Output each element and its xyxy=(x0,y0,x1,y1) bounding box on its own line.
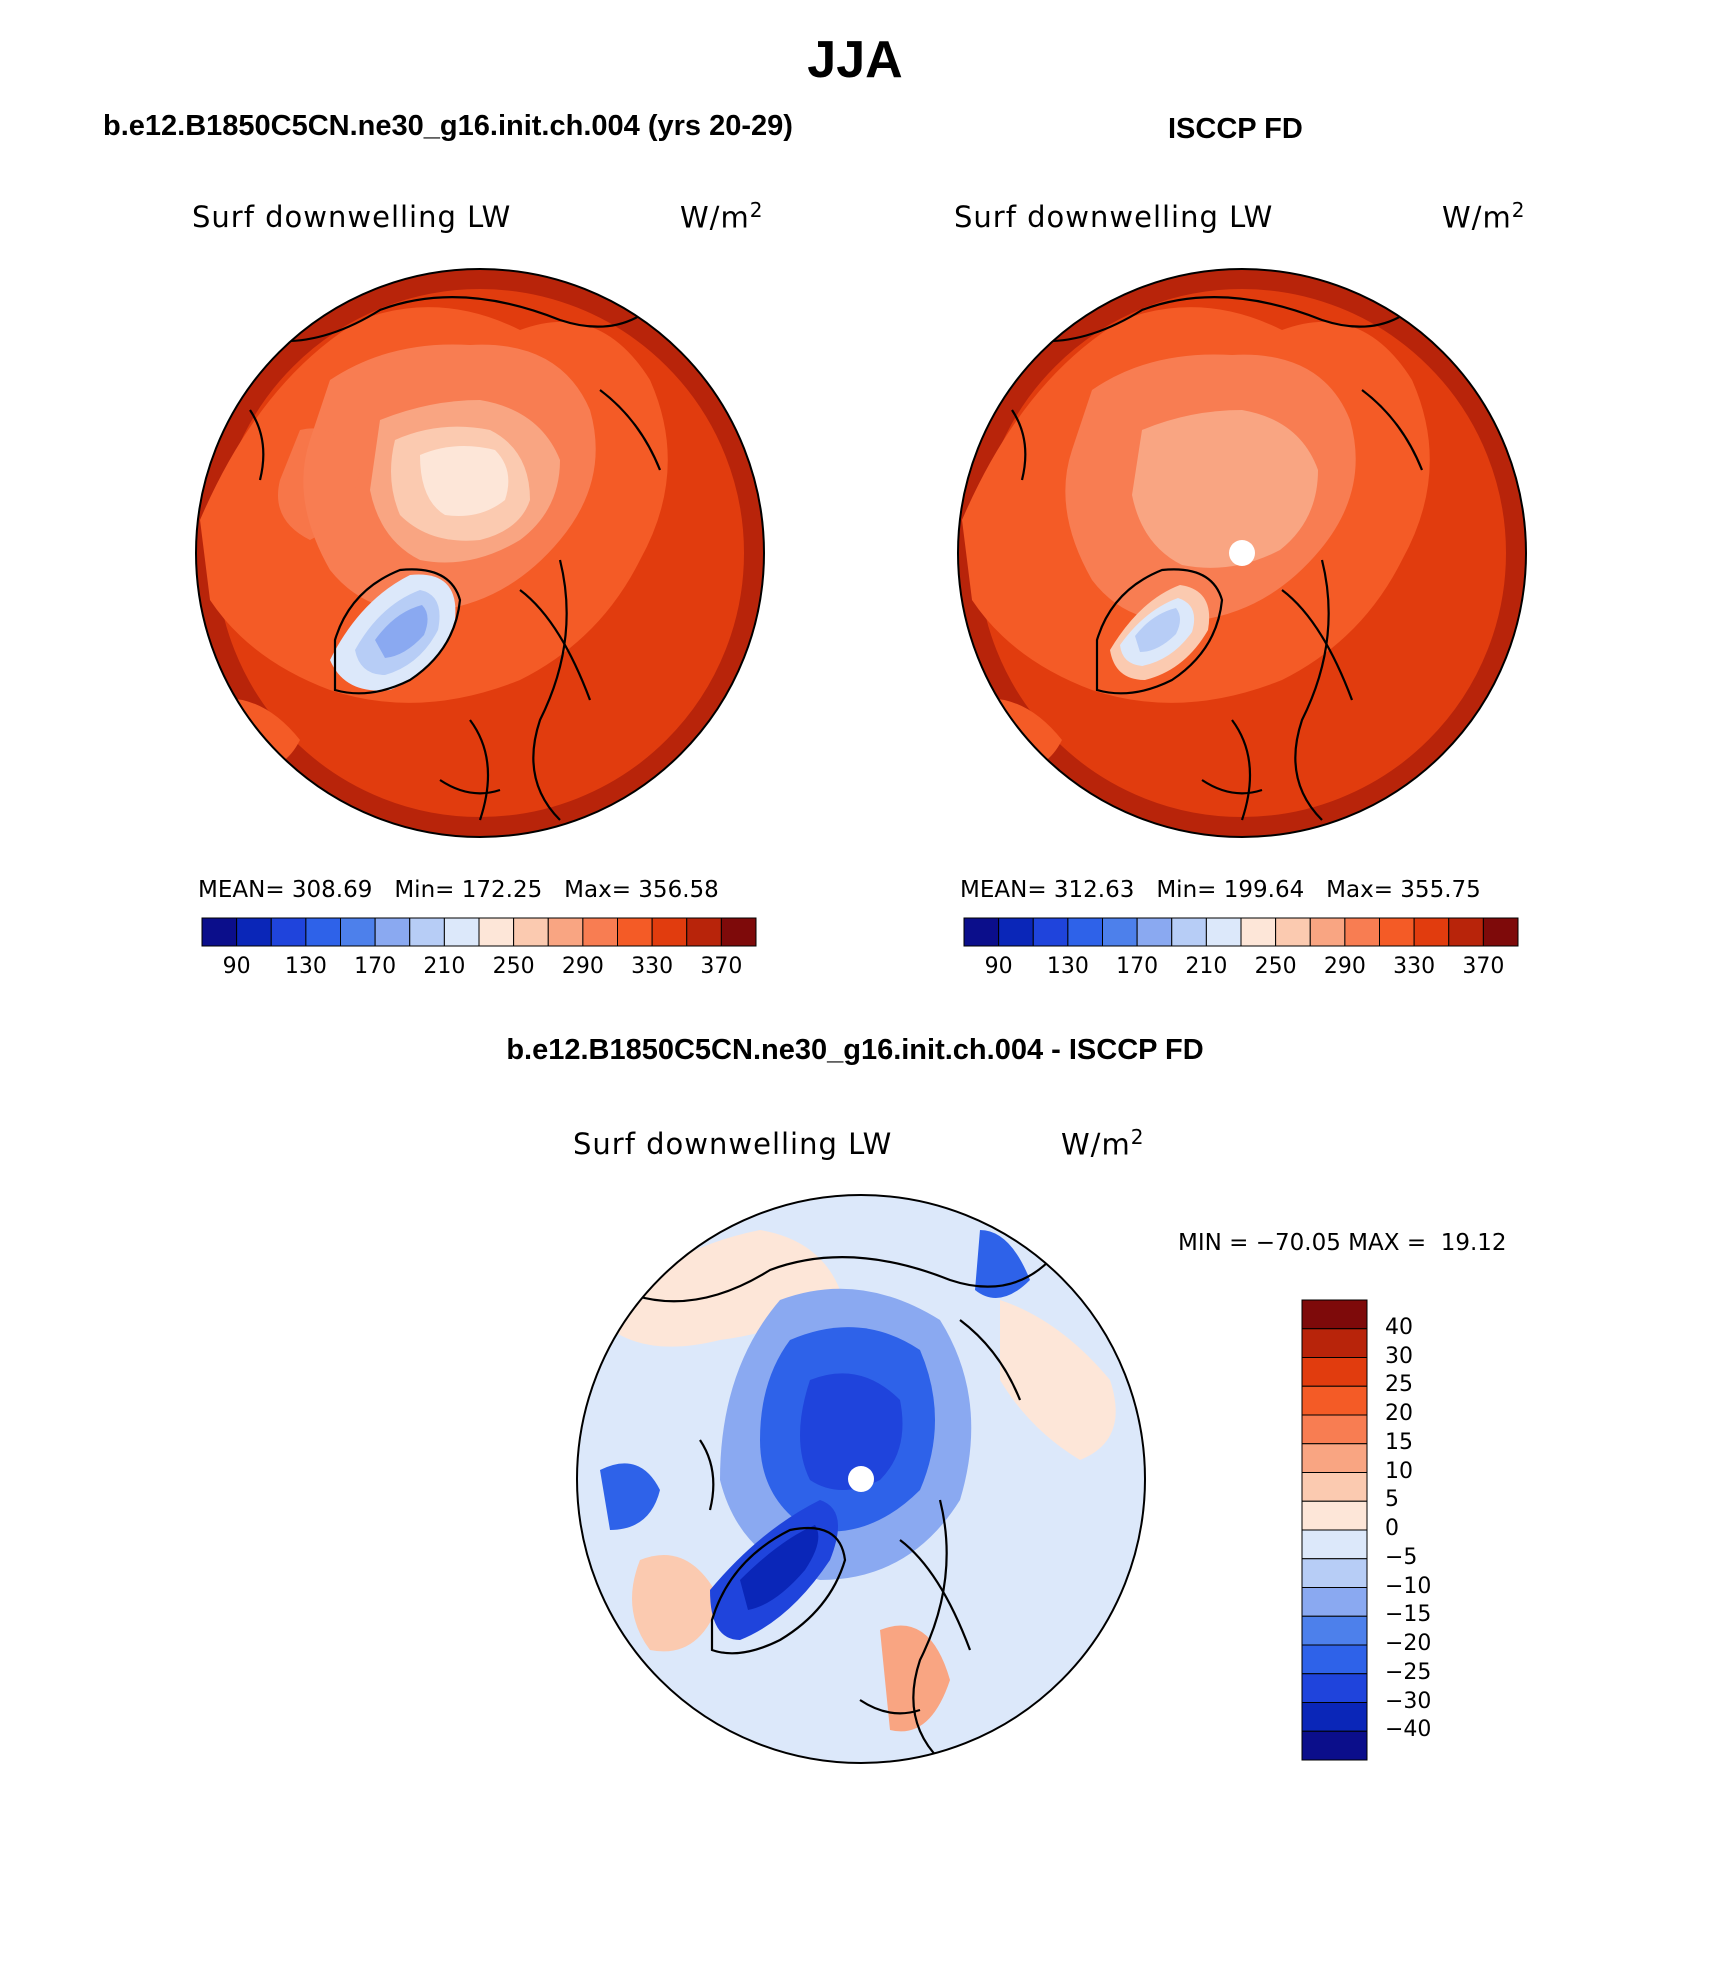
colorbar-tick-label: −5 xyxy=(1385,1544,1418,1570)
diff-colorbar xyxy=(1301,1299,1368,1761)
colorbar-swatch xyxy=(236,917,272,947)
colorbar-swatch xyxy=(1301,1443,1368,1473)
colorbar-swatch xyxy=(1136,917,1173,947)
colorbar-tick-label: 30 xyxy=(1385,1343,1413,1369)
colorbar-swatch xyxy=(1275,917,1311,947)
colorbar-swatch xyxy=(1309,917,1346,947)
colorbar-tick-label: 40 xyxy=(1385,1314,1413,1340)
colorbar-tick-label: 210 xyxy=(1185,954,1228,979)
panel-2-variable: Surf downwelling LW xyxy=(954,200,1274,234)
colorbar-swatch xyxy=(1301,1702,1368,1732)
colorbar-swatch xyxy=(1171,917,1207,947)
diff-variable: Surf downwelling LW xyxy=(573,1127,893,1161)
colorbar-swatch xyxy=(1301,1328,1368,1358)
colorbar-tick-label: 25 xyxy=(1385,1372,1413,1398)
colorbar-swatch xyxy=(720,917,757,947)
panel-2-title: ISCCP FD xyxy=(1168,113,1303,145)
colorbar-swatch xyxy=(1301,1472,1368,1502)
colorbar-swatch xyxy=(1205,917,1242,947)
colorbar-swatch xyxy=(1301,1299,1368,1330)
colorbar-swatch xyxy=(1482,917,1519,947)
colorbar-tick-label: 20 xyxy=(1385,1401,1413,1426)
colorbar-tick-label: −20 xyxy=(1385,1631,1432,1656)
panel-2-stats: MEAN= 312.63 Min= 199.64 Max= 355.75 xyxy=(960,877,1481,903)
diff-panel-title: b.e12.B1850C5CN.ne30_g16.init.ch.004 - I… xyxy=(506,1034,1204,1066)
main-title: JJA xyxy=(807,31,903,89)
colorbar-swatch xyxy=(998,917,1034,947)
colorbar-swatch xyxy=(513,917,549,947)
colorbar-swatch xyxy=(1301,1615,1368,1646)
panel-2-colorbar xyxy=(963,917,1519,947)
colorbar-tick-label: 210 xyxy=(423,954,466,979)
diff-stats: MIN = −70.05 MAX = 19.12 xyxy=(1178,1230,1507,1256)
colorbar-swatch xyxy=(963,917,1000,947)
colorbar-tick-label: 130 xyxy=(1046,954,1089,979)
colorbar-swatch xyxy=(1301,1644,1368,1675)
colorbar-swatch xyxy=(409,917,445,947)
colorbar-swatch xyxy=(582,917,618,947)
colorbar-swatch xyxy=(478,917,515,947)
colorbar-tick-label: 90 xyxy=(222,954,251,979)
colorbar-swatch xyxy=(1301,1730,1368,1761)
colorbar-swatch xyxy=(1301,1673,1368,1703)
colorbar-tick-label: −15 xyxy=(1385,1602,1432,1628)
colorbar-tick-label: 15 xyxy=(1385,1429,1413,1455)
colorbar-tick-label: 330 xyxy=(631,954,674,979)
colorbar-swatch xyxy=(1344,917,1380,947)
diff-map xyxy=(576,1194,1146,1764)
diff-units: W/m2 xyxy=(1061,1125,1145,1162)
colorbar-swatch xyxy=(651,917,688,947)
colorbar-tick-label: −40 xyxy=(1385,1717,1432,1743)
colorbar-swatch xyxy=(1032,917,1069,947)
colorbar-tick-label: 250 xyxy=(1254,954,1297,979)
colorbar-tick-label: 370 xyxy=(700,954,743,979)
colorbar-swatch xyxy=(443,917,480,947)
colorbar-tick-label: 170 xyxy=(1116,954,1159,979)
colorbar-swatch xyxy=(617,917,653,947)
colorbar-swatch xyxy=(547,917,584,947)
colorbar-swatch xyxy=(305,917,341,947)
panel-1-title: b.e12.B1850C5CN.ne30_g16.init.ch.004 (yr… xyxy=(103,110,793,142)
colorbar-swatch xyxy=(1448,917,1484,947)
colorbar-tick-label: 370 xyxy=(1462,954,1505,979)
colorbar-tick-label: −25 xyxy=(1385,1659,1432,1685)
colorbar-tick-label: 0 xyxy=(1385,1516,1399,1541)
colorbar-tick-label: 170 xyxy=(354,954,397,979)
colorbar-swatch xyxy=(1067,917,1103,947)
colorbar-tick-label: −30 xyxy=(1385,1688,1432,1714)
colorbar-swatch xyxy=(201,917,238,947)
colorbar-swatch xyxy=(1301,1385,1368,1416)
colorbar-swatch xyxy=(1301,1529,1368,1560)
panel-2-map xyxy=(957,268,1527,838)
panel-1-stats: MEAN= 308.69 Min= 172.25 Max= 356.58 xyxy=(198,877,719,903)
colorbar-swatch xyxy=(1301,1414,1368,1445)
colorbar-swatch xyxy=(1301,1357,1368,1387)
colorbar-tick-label: 10 xyxy=(1385,1458,1413,1484)
colorbar-swatch xyxy=(686,917,722,947)
colorbar-swatch xyxy=(1102,917,1138,947)
panel-1-variable: Surf downwelling LW xyxy=(192,200,512,234)
panel-1-map xyxy=(195,268,765,838)
colorbar-swatch xyxy=(1379,917,1415,947)
colorbar-swatch xyxy=(1240,917,1277,947)
colorbar-swatch xyxy=(374,917,411,947)
colorbar-tick-label: 330 xyxy=(1393,954,1436,979)
colorbar-tick-label: 290 xyxy=(561,954,604,979)
panel-1-colorbar xyxy=(201,917,757,947)
colorbar-tick-label: 130 xyxy=(284,954,327,979)
colorbar-swatch xyxy=(340,917,376,947)
colorbar-tick-label: −10 xyxy=(1385,1573,1432,1599)
colorbar-swatch xyxy=(270,917,307,947)
colorbar-tick-label: 290 xyxy=(1323,954,1366,979)
colorbar-tick-label: 5 xyxy=(1385,1487,1399,1513)
colorbar-swatch xyxy=(1301,1500,1368,1531)
colorbar-tick-label: 90 xyxy=(984,954,1013,979)
colorbar-swatch xyxy=(1301,1558,1368,1588)
colorbar-tick-label: 250 xyxy=(492,954,535,979)
panel-2-units: W/m2 xyxy=(1442,198,1526,235)
panel-1-units: W/m2 xyxy=(680,198,764,235)
colorbar-swatch xyxy=(1413,917,1450,947)
colorbar-swatch xyxy=(1301,1587,1368,1617)
